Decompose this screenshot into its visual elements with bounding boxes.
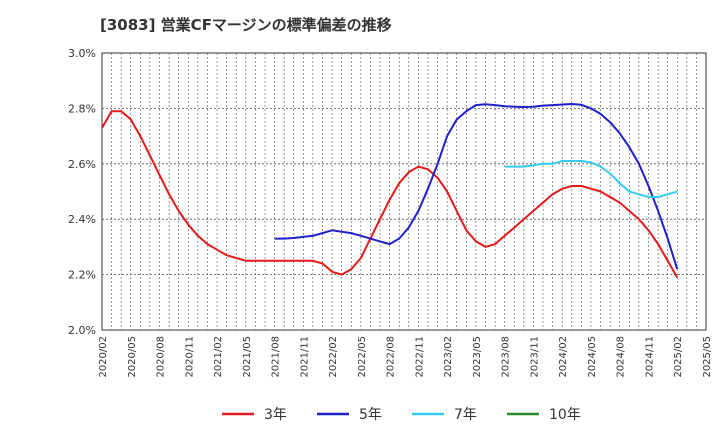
y-tick-label: 2.4% — [68, 213, 96, 226]
series-line-3年 — [101, 110, 679, 278]
x-tick-label: 2025/05 — [702, 336, 713, 378]
x-tick-label: 2024/05 — [587, 336, 598, 378]
legend-label: 3年 — [264, 407, 287, 423]
x-tick-label: 2021/02 — [213, 336, 224, 378]
plot-area — [101, 52, 707, 331]
chart-title: [3083] 営業CFマージンの標準偏差の推移 — [100, 16, 392, 34]
x-tick-label: 2022/02 — [328, 336, 339, 378]
x-tick-label: 2023/11 — [529, 336, 540, 378]
y-tick-label: 2.6% — [68, 158, 96, 171]
x-tick-label: 2020/05 — [127, 336, 138, 378]
y-tick-label: 2.0% — [68, 324, 96, 337]
y-tick-label: 3.0% — [68, 47, 96, 60]
x-tick-label: 2023/08 — [501, 336, 512, 378]
x-tick-label: 2024/11 — [644, 336, 655, 378]
legend-label: 5年 — [359, 407, 382, 423]
y-tick-label: 2.8% — [68, 102, 96, 115]
x-tick-label: 2021/08 — [271, 336, 282, 378]
series-line-5年 — [274, 103, 679, 270]
x-tick-label: 2021/11 — [299, 336, 310, 378]
x-tick-label: 2021/05 — [242, 336, 253, 378]
x-tick-label: 2022/08 — [386, 336, 397, 378]
x-tick-label: 2020/11 — [184, 336, 195, 378]
y-tick-label: 2.2% — [68, 269, 96, 282]
x-tick-label: 2020/08 — [156, 336, 167, 378]
x-tick-label: 2023/02 — [443, 336, 454, 378]
x-tick-label: 2022/05 — [357, 336, 368, 378]
series-line-7年 — [504, 160, 678, 198]
legend-label: 10年 — [549, 407, 581, 423]
x-tick-label: 2022/11 — [414, 336, 425, 378]
legend-label: 7年 — [454, 407, 477, 423]
x-tick-label: 2025/02 — [673, 336, 684, 378]
x-tick-label: 2020/02 — [98, 336, 109, 378]
x-tick-label: 2024/08 — [616, 336, 627, 378]
x-tick-label: 2024/02 — [558, 336, 569, 378]
x-tick-label: 2023/05 — [472, 336, 483, 378]
